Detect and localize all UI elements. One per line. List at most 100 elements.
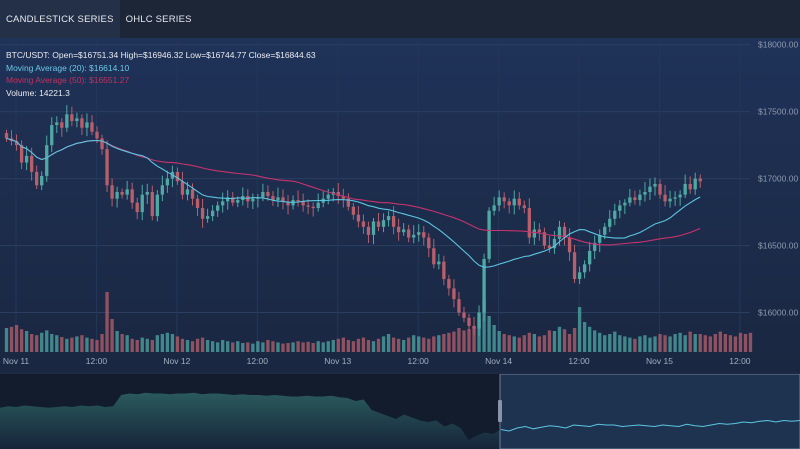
volume-bar: [160, 334, 165, 352]
volume-bar: [628, 337, 632, 352]
volume-bar: [210, 341, 215, 352]
candle-body: [437, 261, 441, 265]
candle-body: [427, 237, 431, 249]
volume-bar: [45, 330, 49, 352]
volume-bar: [311, 343, 315, 352]
candle-body: [160, 185, 165, 195]
candle-body: [432, 248, 436, 265]
volume-bar: [517, 337, 521, 352]
volume-bar: [567, 334, 572, 352]
volume-bar: [120, 334, 124, 352]
volume-bar: [170, 334, 175, 352]
volume-bar: [577, 307, 582, 352]
candle-body: [90, 122, 94, 132]
candle-body: [442, 261, 446, 280]
volume-bar: [246, 342, 250, 352]
volume-bar: [723, 334, 728, 352]
volume-bar: [527, 332, 531, 352]
candle-body: [457, 299, 461, 313]
volume-bar: [135, 340, 139, 352]
candle-body: [386, 216, 391, 221]
candle-body: [477, 312, 481, 329]
candle-body: [603, 226, 607, 235]
x-tick-label: Nov 12: [163, 356, 190, 366]
volume-bar: [251, 343, 255, 352]
candle-body: [100, 138, 104, 150]
candle-body: [145, 192, 149, 195]
volume-bar: [623, 336, 627, 352]
volume-bar: [331, 340, 335, 352]
x-tick-label: 12:00: [247, 356, 269, 366]
volume-bar: [306, 341, 310, 352]
volume-bar: [341, 337, 345, 352]
candle-body: [628, 197, 632, 203]
candle-body: [200, 208, 205, 219]
candle-body: [40, 175, 44, 186]
volume-bar: [598, 332, 602, 352]
candle-body: [618, 205, 622, 211]
candle-body: [381, 220, 386, 227]
volume-bar: [633, 338, 637, 352]
volume-bar: [276, 342, 280, 352]
candle-body: [55, 122, 59, 126]
candle-body: [668, 198, 672, 202]
candle-body: [567, 237, 572, 253]
volume-bar: [261, 342, 265, 352]
ma50-readout: Moving Average (50): $16551.27: [6, 75, 130, 86]
candle-body: [70, 114, 74, 122]
overview-selection[interactable]: [499, 374, 800, 449]
volume-bar: [371, 341, 376, 352]
volume-bar: [205, 340, 210, 352]
volume-bar: [221, 340, 225, 352]
candle-body: [75, 118, 79, 122]
candle-body: [361, 221, 366, 227]
candle-body: [205, 216, 210, 219]
volume-bar: [728, 335, 733, 352]
candle-body: [276, 197, 280, 201]
candle-body: [401, 229, 406, 233]
x-tick-label: 12:00: [86, 356, 108, 366]
candle-body: [140, 194, 144, 213]
volume-bar: [175, 336, 180, 352]
volume-readout: Volume: 14221.3: [6, 87, 70, 98]
candlestick-chart[interactable]: $18000.00 $17500.00 $17000.00 $16500.00 $160…: [0, 38, 800, 372]
candle-body: [547, 245, 552, 249]
volume-bar: [557, 326, 562, 352]
volume-bar: [547, 330, 552, 352]
tab-ohlc-series[interactable]: OHLC SERIES: [125, 13, 192, 25]
candle-body: [633, 197, 637, 201]
range-overview[interactable]: [0, 374, 800, 449]
volume-bar: [150, 340, 154, 352]
candle-body: [417, 232, 421, 235]
volume-bar: [286, 343, 290, 352]
volume-bar: [316, 341, 320, 352]
volume-bar: [85, 337, 89, 352]
candle-body: [467, 317, 471, 326]
volume-bar: [231, 342, 235, 352]
ma20-readout: Moving Average (20): $16614.10: [6, 62, 130, 73]
volume-bar: [703, 335, 707, 352]
volume-bar: [537, 336, 542, 352]
candle-body: [623, 202, 627, 206]
candle-body: [316, 202, 320, 209]
candle-body: [587, 250, 592, 265]
candle-body: [14, 141, 19, 146]
candle-body: [150, 192, 154, 217]
x-tick-label: Nov 13: [324, 356, 351, 366]
candle-body: [110, 185, 114, 199]
overview-left-handle[interactable]: [498, 400, 502, 422]
volume-bar: [638, 336, 642, 352]
candle-body: [29, 155, 34, 172]
volume-bar: [40, 332, 44, 352]
candle-body: [552, 238, 557, 249]
candle-body: [376, 221, 381, 227]
volume-bar: [190, 341, 195, 352]
tab-candlestick-series[interactable]: CANDLESTICK SERIES: [0, 0, 120, 38]
x-tick-label: 12:00: [568, 356, 590, 366]
candle-body: [482, 258, 486, 313]
candle-body: [19, 145, 24, 163]
candle-body: [497, 197, 501, 206]
x-tick-label: 12:00: [729, 356, 751, 366]
candle-body: [663, 194, 667, 202]
volume-bar: [572, 328, 577, 352]
